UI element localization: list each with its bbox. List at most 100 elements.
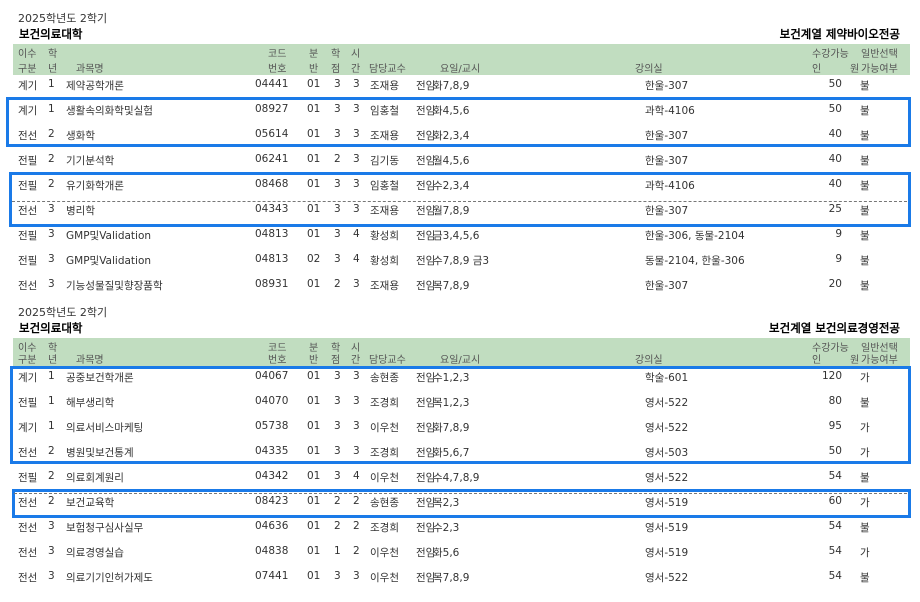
cell-time: 수1,2,3 (433, 372, 470, 384)
cell-cap: 9 (835, 228, 842, 240)
cell-name: 의료서비스마케팅 (66, 422, 144, 434)
header-hours1: 시 (351, 49, 361, 60)
cell-credit: 3 (334, 570, 341, 582)
cell-code: 04813 (255, 228, 289, 240)
cell-hours: 4 (353, 470, 360, 482)
cell-room: 한울-307 (645, 155, 689, 167)
college-title: 보건의료대학 (19, 321, 83, 335)
cell-year: 3 (48, 520, 55, 532)
cell-room: 한울-307 (645, 205, 689, 217)
header-type2: 구분 (18, 64, 37, 75)
cell-prof: 조재용 (370, 80, 399, 92)
cell-credit: 1 (334, 545, 341, 557)
header-gen2: 가능여부 (861, 355, 898, 366)
header-credit1: 학 (331, 343, 341, 354)
cell-cap: 50 (828, 103, 842, 115)
cell-year: 3 (48, 228, 55, 240)
cell-time: 화7,8,9 (433, 80, 470, 92)
cell-year: 2 (48, 128, 55, 140)
cell-year: 3 (48, 278, 55, 290)
cell-status: 전임 (416, 397, 436, 409)
header-code2: 번호 (268, 355, 287, 366)
cell-gen: 불 (860, 80, 870, 92)
cell-code: 04067 (255, 370, 289, 382)
cell-gen: 불 (860, 572, 870, 584)
cell-status: 전임 (416, 230, 436, 242)
cell-type: 전필 (18, 397, 38, 409)
cell-year: 1 (48, 370, 55, 382)
cell-status: 전임 (416, 280, 436, 292)
cell-gen: 불 (860, 230, 870, 242)
cell-cap: 60 (828, 495, 842, 507)
header-type1: 이수 (18, 343, 37, 354)
cell-gen: 가 (860, 447, 870, 459)
cell-hours: 3 (353, 78, 360, 90)
cell-credit: 3 (334, 203, 341, 215)
cell-prof: 김기동 (370, 155, 399, 167)
table-row: 계기 1 공중보건학개론 04067 01 3 3 송현종 전임 수1,2,3 학술-601 120 가 (0, 365, 920, 390)
cell-year: 3 (48, 570, 55, 582)
cell-cap: 40 (828, 153, 842, 165)
cell-cls: 01 (307, 103, 321, 115)
cell-room: 영서-522 (645, 472, 689, 484)
cell-room: 영서-522 (645, 422, 689, 434)
cell-name: 의료기기인허가제도 (66, 572, 153, 584)
cell-code: 08927 (255, 103, 289, 115)
table-header: 이수 구분 학 년 과목명 코드 번호 분 반 학 점 시 간 담당교수 요일/교시 강의실 수강가능 인 원 일반선… (13, 44, 910, 75)
cell-name: 기기분석학 (66, 155, 115, 167)
cell-cap: 25 (828, 203, 842, 215)
cell-cap: 40 (828, 128, 842, 140)
cell-prof: 이우천 (370, 472, 399, 484)
cell-cap: 54 (828, 520, 842, 532)
cell-cls: 01 (307, 370, 321, 382)
cell-credit: 2 (334, 153, 341, 165)
cell-type: 계기 (18, 105, 38, 117)
header-hours2: 간 (351, 64, 361, 75)
table-row: 전필 1 해부생리학 04070 01 3 3 조경희 전임 목1,2,3 영서-522 80 불 (0, 390, 920, 415)
table-row: 전선 2 병원및보건통계 04335 01 3 3 조경희 전임 화5,6,7 영서-503 50 가 (0, 440, 920, 465)
cell-name: 의료회계원리 (66, 472, 124, 484)
cell-year: 3 (48, 253, 55, 265)
cell-cls: 01 (307, 520, 321, 532)
cell-hours: 3 (353, 395, 360, 407)
cell-cls: 01 (307, 495, 321, 507)
table-header: 이수 구분 학 년 과목명 코드 번호 분 반 학 점 시 간 담당교수 요일/교시 강의실 수강가능 인 원 일반선… (13, 338, 910, 366)
cell-year: 1 (48, 78, 55, 90)
cell-credit: 3 (334, 128, 341, 140)
cell-gen: 불 (860, 397, 870, 409)
header-cap2a: 인 (812, 355, 822, 366)
table-row: 전필 2 기기분석학 06241 01 2 3 김기동 전임 월4,5,6 한울-307 40 불 (0, 148, 920, 173)
cell-room: 한울-307 (645, 80, 689, 92)
cell-gen: 불 (860, 472, 870, 484)
cell-name: 공중보건학개론 (66, 372, 134, 384)
header-cls1: 분 (309, 343, 319, 354)
cell-time: 목7,8,9 (433, 572, 470, 584)
cell-type: 전선 (18, 280, 38, 292)
cell-prof: 조재용 (370, 280, 399, 292)
cell-prof: 조경희 (370, 397, 399, 409)
term-label: 2025학년도 2학기 (18, 306, 108, 319)
header-cap1: 수강가능 (812, 343, 849, 354)
cell-time: 수2,3,4 (433, 180, 470, 192)
cell-status: 전임 (416, 472, 436, 484)
cell-credit: 3 (334, 470, 341, 482)
cell-prof: 조재용 (370, 205, 399, 217)
cell-status: 전임 (416, 547, 436, 559)
header-cap1: 수강가능 (812, 49, 849, 60)
cell-cap: 54 (828, 570, 842, 582)
cell-time: 화7,8,9 (433, 422, 470, 434)
cell-code: 04335 (255, 445, 289, 457)
cell-room: 영서-519 (645, 522, 689, 534)
table-row: 전필 3 GMP및Validation 04813 01 3 4 황성희 전임 금3,4,5,6 한… (0, 223, 920, 248)
cell-prof: 황성희 (370, 230, 399, 242)
cell-hours: 4 (353, 228, 360, 240)
term-label: 2025학년도 2학기 (18, 12, 108, 25)
cell-time: 월7,8,9 (433, 205, 470, 217)
table-row: 계기 1 제약공학개론 04441 01 3 3 조재용 전임 화7,8,9 한울-307 50 불 (0, 73, 920, 98)
cell-cls: 01 (307, 203, 321, 215)
header-time: 요일/교시 (440, 355, 481, 366)
cell-year: 2 (48, 495, 55, 507)
cell-cls: 01 (307, 128, 321, 140)
cell-room: 동물-2104, 한울-306 (645, 255, 745, 267)
cell-status: 전임 (416, 180, 436, 192)
